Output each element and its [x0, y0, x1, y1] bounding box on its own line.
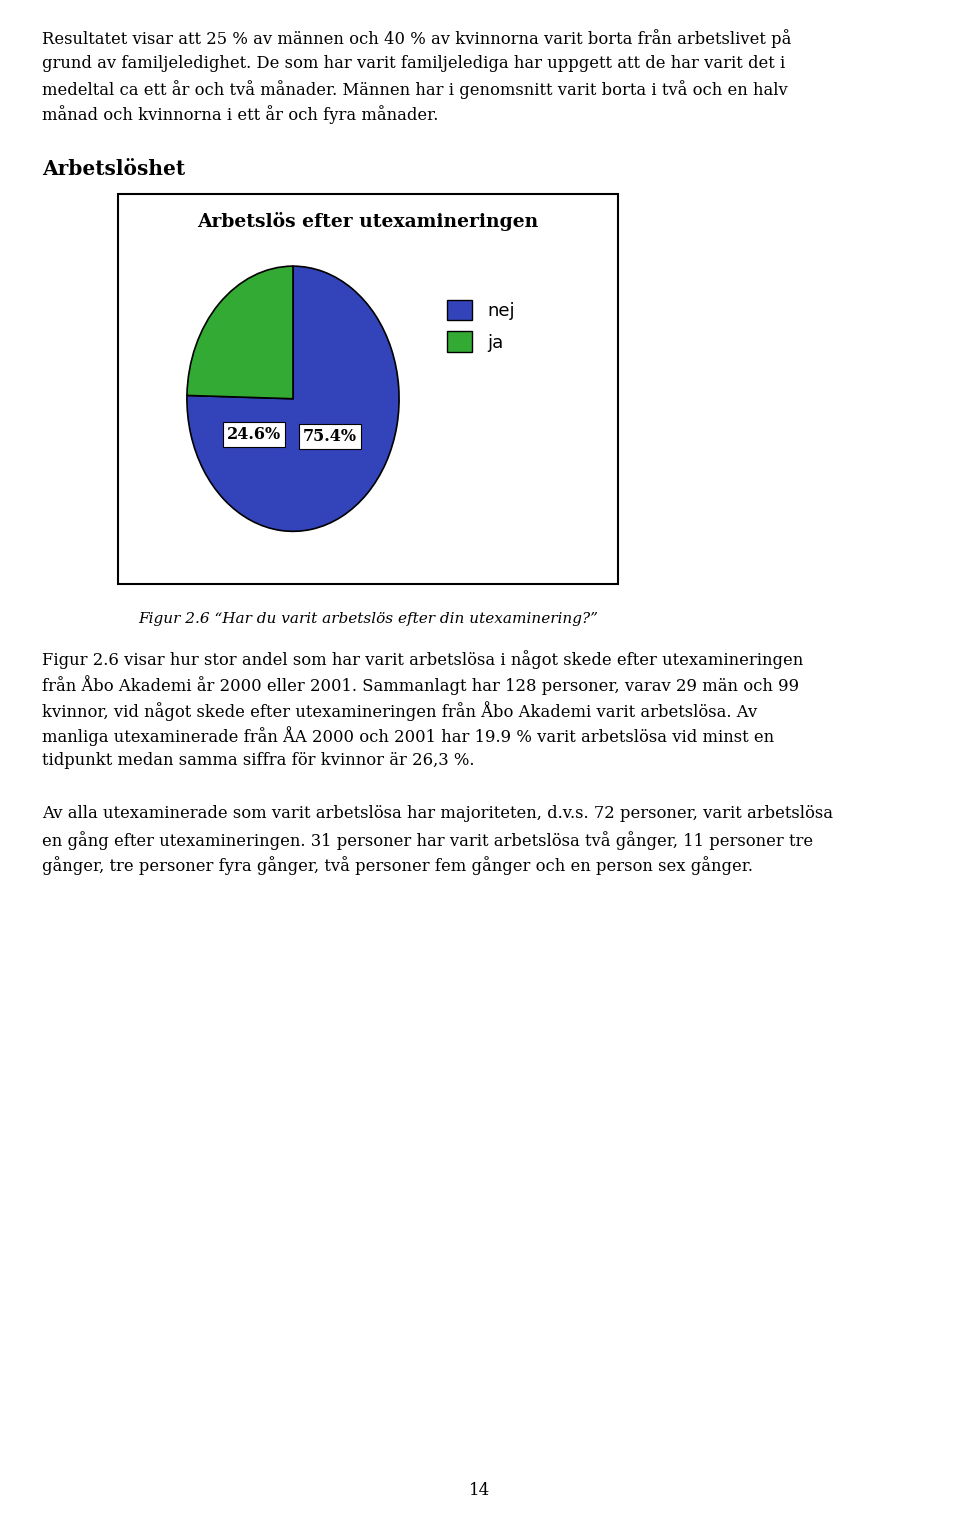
Text: en gång efter utexamineringen. 31 personer har varit arbetslösa två gånger, 11 p: en gång efter utexamineringen. 31 person… — [42, 832, 813, 850]
Text: gånger, tre personer fyra gånger, två personer fem gånger och en person sex gång: gånger, tre personer fyra gånger, två pe… — [42, 856, 753, 876]
Text: Figur 2.6 visar hur stor andel som har varit arbetslösa i något skede efter utex: Figur 2.6 visar hur stor andel som har v… — [42, 650, 804, 669]
FancyBboxPatch shape — [118, 194, 618, 584]
Text: 75.4%: 75.4% — [303, 429, 357, 446]
Text: från Åbo Akademi år 2000 eller 2001. Sammanlagt har 128 personer, varav 29 män o: från Åbo Akademi år 2000 eller 2001. Sam… — [42, 675, 799, 695]
Text: månad och kvinnorna i ett år och fyra månader.: månad och kvinnorna i ett år och fyra må… — [42, 106, 439, 124]
Text: manliga utexaminerade från ÅA 2000 och 2001 har 19.9 % varit arbetslösa vid mins: manliga utexaminerade från ÅA 2000 och 2… — [42, 727, 774, 747]
Text: grund av familjeledighet. De som har varit familjelediga har uppgett att de har : grund av familjeledighet. De som har var… — [42, 54, 785, 72]
Text: Resultatet visar att 25 % av männen och 40 % av kvinnorna varit borta från arbet: Resultatet visar att 25 % av männen och … — [42, 29, 791, 48]
Text: 14: 14 — [469, 1482, 491, 1499]
Text: Arbetslös efter utexamineringen: Arbetslös efter utexamineringen — [198, 212, 539, 231]
Wedge shape — [187, 266, 399, 532]
Text: kvinnor, vid något skede efter utexamineringen från Åbo Akademi varit arbetslösa: kvinnor, vid något skede efter utexamine… — [42, 701, 757, 721]
Text: tidpunkt medan samma siffra för kvinnor är 26,3 %.: tidpunkt medan samma siffra för kvinnor … — [42, 752, 474, 768]
Text: Av alla utexaminerade som varit arbetslösa har majoriteten, d.v.s. 72 personer, : Av alla utexaminerade som varit arbetslö… — [42, 805, 833, 822]
Text: Arbetslöshet: Arbetslöshet — [42, 158, 185, 178]
Text: 24.6%: 24.6% — [228, 426, 281, 443]
Legend: nej, ja: nej, ja — [440, 292, 521, 360]
Wedge shape — [187, 266, 293, 398]
Text: medeltal ca ett år och två månader. Männen har i genomsnitt varit borta i två oc: medeltal ca ett år och två månader. Männ… — [42, 80, 788, 98]
Text: Figur 2.6 “Har du varit arbetslös efter din utexaminering?”: Figur 2.6 “Har du varit arbetslös efter … — [138, 612, 598, 626]
